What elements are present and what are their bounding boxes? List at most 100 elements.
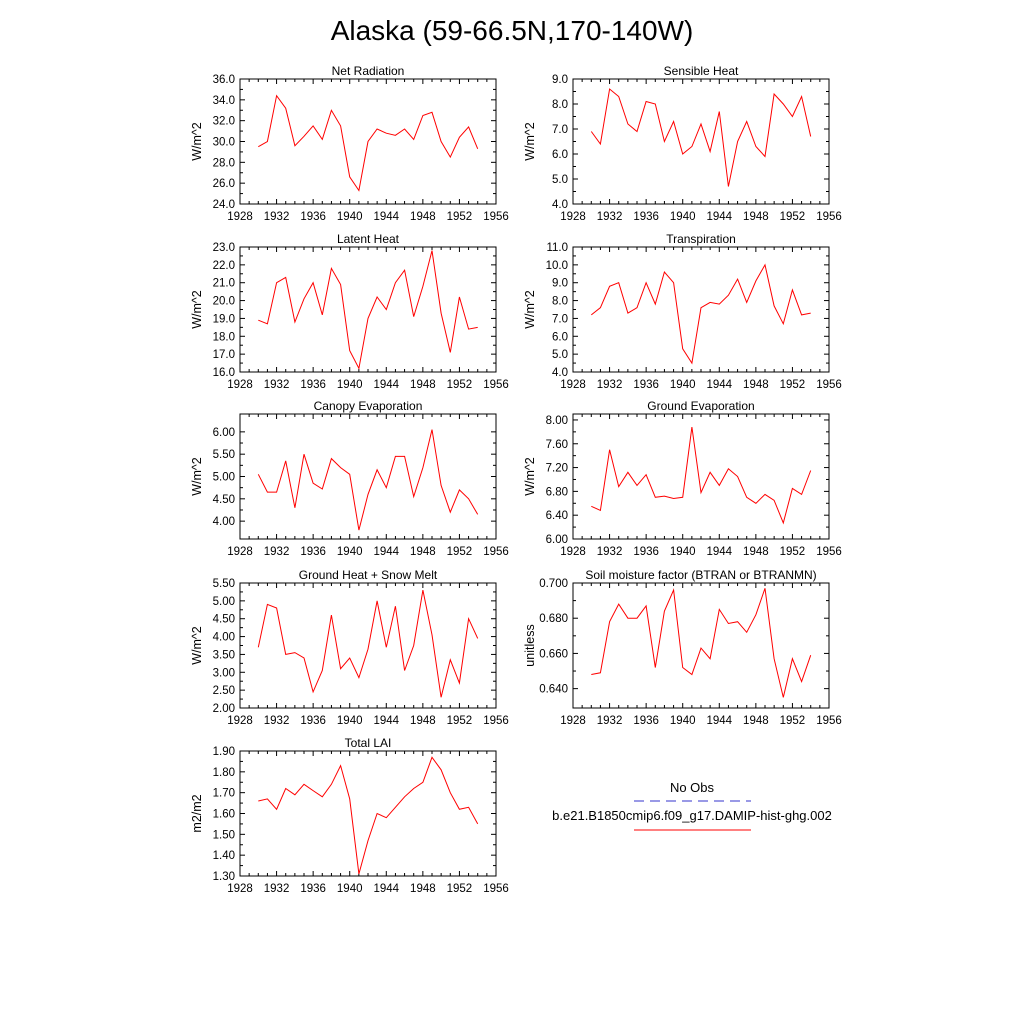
panel-1-ylabel: W/m^2 (190, 122, 204, 161)
panel-2-xtick-label: 1952 (780, 211, 806, 223)
panel-4-ytick-label: 11.0 (546, 242, 568, 254)
panel-7-ytick-label: 4.00 (213, 632, 235, 644)
panel-5-xtick-label: 1948 (410, 546, 436, 558)
panel-4-ytick-label: 5.0 (552, 349, 568, 361)
panel-5-series-line (257, 429, 479, 531)
panel-1-xtick-label: 1928 (227, 211, 253, 223)
panel-4-title: Transpiration (666, 232, 736, 246)
panel-8-xtick-label: 1944 (706, 715, 732, 727)
panel-8-ytick-label: 0.640 (539, 684, 568, 696)
panel-4-ylabel: W/m^2 (523, 290, 537, 329)
panel-2-ytick-label: 8.0 (552, 99, 568, 111)
panel-6-series-line (591, 427, 812, 525)
panel-3-xtick-label: 1940 (337, 379, 363, 391)
panel-5-frame (239, 413, 497, 540)
panel-2-xtick-label: 1932 (597, 211, 623, 223)
panel-2-xtick-label: 1948 (743, 211, 769, 223)
panel-6-ytick-label: 8.00 (546, 415, 568, 427)
panel-9-xtick-label: 1928 (227, 883, 253, 895)
panel-4-xtick-label: 1948 (743, 379, 769, 391)
panel-7-ytick-label: 3.00 (213, 667, 235, 679)
panel-3-xtick-label: 1956 (483, 379, 509, 391)
panel-3-xtick-label: 1952 (447, 379, 473, 391)
panel-9-xtick-label: 1948 (410, 883, 436, 895)
panel-2-ylabel: W/m^2 (523, 122, 537, 161)
panel-8-frame (572, 582, 830, 709)
panel-3-ytick-label: 19.0 (213, 313, 235, 325)
panel-9-ytick-label: 1.80 (213, 767, 235, 779)
panel-4-xtick-label: 1940 (670, 379, 696, 391)
panel-9-ytick-label: 1.60 (213, 809, 235, 821)
panel-2-xtick-label: 1928 (560, 211, 586, 223)
panel-7-series-line (257, 590, 479, 698)
panel-5-xtick-label: 1940 (337, 546, 363, 558)
panel-4-ytick-label: 9.0 (552, 278, 568, 290)
panel-8-xtick-label: 1952 (780, 715, 806, 727)
panel-1-ytick-label: 34.0 (213, 95, 235, 107)
panel-6-title: Ground Evaporation (647, 399, 754, 413)
panel-7-ytick-label: 5.50 (213, 578, 235, 590)
panel-8-xtick-label: 1932 (597, 715, 623, 727)
panel-3-xtick-label: 1932 (264, 379, 290, 391)
panel-2-xtick-label: 1956 (816, 211, 842, 223)
panel-4-xtick-label: 1932 (597, 379, 623, 391)
panel-8-xtick-label: 1940 (670, 715, 696, 727)
panel-5-xtick-label: 1928 (227, 546, 253, 558)
panel-1-title: Net Radiation (332, 64, 405, 78)
panel-5-xtick-label: 1944 (373, 546, 399, 558)
legend-model-label: b.e21.B1850cmip6.f09_g17.DAMIP-hist-ghg.… (552, 808, 832, 823)
panel-5-ylabel: W/m^2 (190, 457, 204, 496)
panel-6-ytick-label: 7.20 (546, 463, 568, 475)
panel-9-xtick-label: 1952 (447, 883, 473, 895)
panel-6-ytick-label: 6.00 (546, 534, 568, 546)
panel-4-xtick-label: 1944 (706, 379, 732, 391)
panel-8-xtick-label: 1928 (560, 715, 586, 727)
panel-1-xtick-label: 1944 (373, 211, 399, 223)
panel-4-ytick-label: 4.0 (552, 367, 568, 379)
panel-9-ylabel: m2/m2 (190, 794, 204, 832)
panel-5-xtick-label: 1932 (264, 546, 290, 558)
panel-4-xtick-label: 1928 (560, 379, 586, 391)
panel-8-xtick-label: 1956 (816, 715, 842, 727)
panel-6-xtick-label: 1956 (816, 546, 842, 558)
panel-9-ytick-label: 1.50 (213, 829, 235, 841)
panel-7-ytick-label: 3.50 (213, 649, 235, 661)
panel-6-xtick-label: 1952 (780, 546, 806, 558)
panel-7-title: Ground Heat + Snow Melt (299, 568, 438, 582)
panel-5-ytick-label: 6.00 (213, 427, 235, 439)
panel-7-ytick-label: 4.50 (213, 614, 235, 626)
panel-8-xtick-label: 1948 (743, 715, 769, 727)
panel-3-ytick-label: 16.0 (213, 367, 235, 379)
panel-3-title: Latent Heat (337, 232, 400, 246)
panel-9-xtick-label: 1932 (264, 883, 290, 895)
panel-3-series-line (258, 250, 478, 370)
panel-9-ytick-label: 1.40 (213, 850, 235, 862)
panel-6-frame (572, 413, 830, 540)
panel-9: Total LAI 1928 1932 1936 1940 1944 1948 1952 195… (190, 736, 509, 895)
panel-4: Transpiration 1928 1932 1936 1940 1944 1948 195… (523, 232, 842, 391)
panel-5-ytick-label: 4.00 (213, 516, 235, 528)
panel-6-xtick-label: 1928 (560, 546, 586, 558)
panel-3-ytick-label: 21.0 (213, 278, 235, 290)
panel-5-ytick-label: 5.00 (213, 472, 235, 484)
panel-8: Soil moisture factor (BTRAN or BTRANMN) 1… (523, 568, 842, 727)
panel-8-title: Soil moisture factor (BTRAN or BTRANMN) (585, 568, 816, 582)
panel-7: Ground Heat + Snow Melt 1928 1932 1936 1940 1… (190, 568, 509, 727)
panel-1: Net Radiation 1928 1932 1936 1940 1944 1948 195… (190, 64, 509, 223)
panel-9-xtick-label: 1956 (483, 883, 509, 895)
panel-8-ytick-label: 0.700 (539, 578, 568, 590)
panel-1-ytick-label: 28.0 (213, 157, 235, 169)
panel-4-series-line (590, 263, 811, 365)
panel-7-xtick-label: 1944 (373, 715, 399, 727)
panel-5-title: Canopy Evaporation (314, 399, 423, 413)
panel-5-ytick-label: 5.50 (213, 449, 235, 461)
panel-1-series-line (258, 94, 479, 192)
panel-7-frame (239, 582, 497, 709)
panel-1-ytick-label: 24.0 (213, 199, 235, 211)
panel-8-ytick-label: 0.660 (539, 648, 568, 660)
panel-9-title: Total LAI (345, 736, 392, 750)
panel-2-frame (572, 78, 830, 205)
panel-1-ytick-label: 36.0 (213, 74, 235, 86)
panel-8-ylabel: unitless (523, 624, 537, 666)
